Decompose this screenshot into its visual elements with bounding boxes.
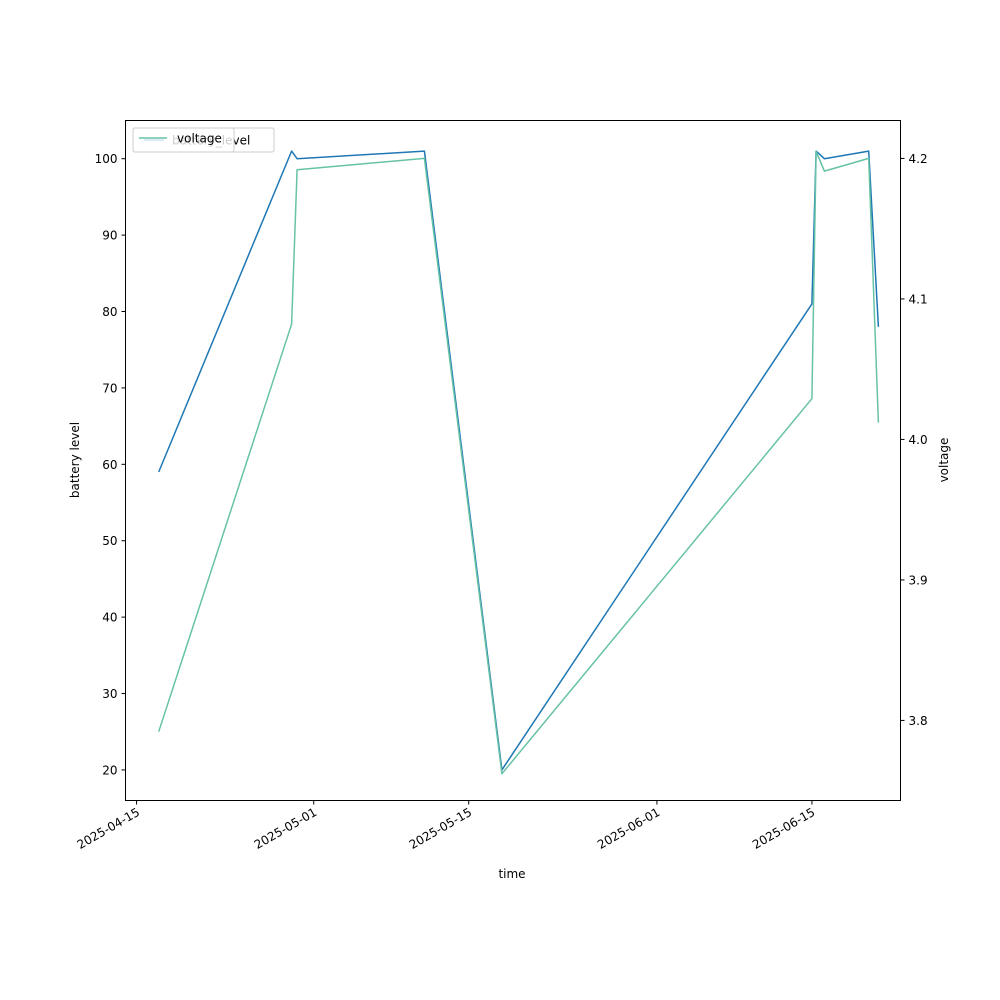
y-axis-right-title: voltage (937, 438, 951, 483)
series-layer (157, 150, 880, 775)
series-line-battery-level (158, 150, 880, 771)
legend-left-axis: voltage (132, 127, 235, 153)
y-right-tick-label: 3.9 (909, 573, 928, 587)
y-left-tick-label: 50 (102, 534, 117, 548)
x-axis-title: time (498, 867, 525, 881)
series-line-voltage (157, 150, 880, 775)
legend-label-voltage: voltage (177, 132, 222, 146)
y-axis-left: 20 30 40 50 60 70 80 90 100 (95, 152, 126, 777)
legend-frame-left (132, 127, 235, 153)
y-left-tick-label: 70 (102, 381, 117, 395)
y-right-tick-label: 4.2 (909, 152, 928, 166)
plot-area-frame (125, 120, 901, 801)
y-left-tick-label: 60 (102, 458, 117, 472)
y-axis-right: 3.8 3.9 4.0 4.1 4.2 (900, 152, 928, 728)
y-left-tick-label: 40 (102, 611, 117, 625)
y-axis-left-title: battery level (68, 422, 82, 498)
y-right-tick-label: 3.8 (909, 714, 928, 728)
y-left-tick-label: 90 (102, 229, 117, 243)
y-left-tick-label: 20 (102, 763, 117, 777)
y-left-tick-label: 100 (95, 152, 118, 166)
y-right-tick-label: 4.1 (909, 292, 928, 306)
y-right-tick-label: 4.0 (909, 433, 928, 447)
y-left-tick-label: 80 (102, 305, 117, 319)
y-left-tick-label: 30 (102, 687, 117, 701)
